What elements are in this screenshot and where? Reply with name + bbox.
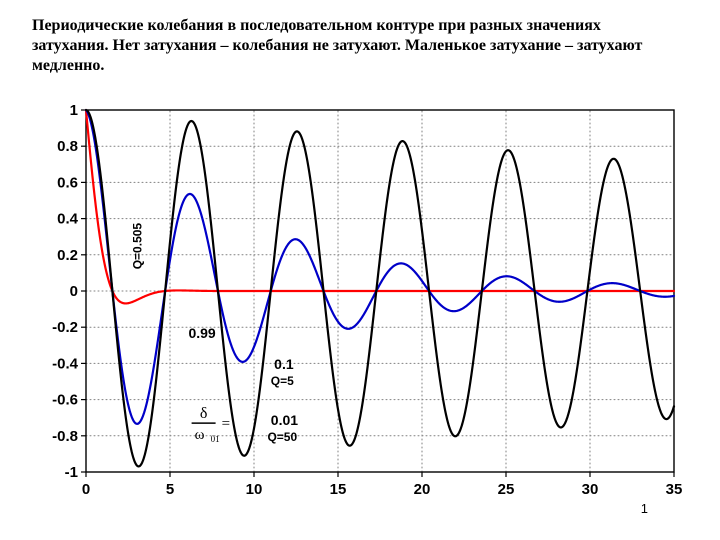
svg-text:0.4: 0.4 [57,211,79,228]
annotation: 0.1 [274,356,294,372]
svg-text:-0.6: -0.6 [52,392,78,409]
page-number: 1 [641,501,648,516]
svg-text:5: 5 [166,481,174,498]
svg-text:15: 15 [330,481,347,498]
svg-text:0.6: 0.6 [57,174,78,191]
svg-text:10: 10 [246,481,263,498]
svg-text:0.2: 0.2 [57,247,78,264]
svg-text:01: 01 [211,434,220,444]
oscillation-chart: 0 5 10 15 20 25 30 35 -1 -0.8 -0.6 -0.4 -0.2 0 0.2 0.4 0… [32,96,688,506]
svg-text:25: 25 [498,481,515,498]
svg-text:0: 0 [82,481,90,498]
svg-text:ω: ω [195,427,205,443]
page-title: Периодические колебания в последовательн… [32,16,680,76]
svg-text:-0.2: -0.2 [52,319,78,336]
svg-text:1: 1 [70,102,78,119]
annotation: Q=0.505 [130,223,144,270]
svg-text:=: = [222,416,230,432]
svg-text:0: 0 [70,283,78,300]
annotation: Q=50 [267,430,297,444]
annotation: Q=5 [271,374,294,388]
annotation: 0.01 [271,412,298,428]
svg-text:35: 35 [666,481,683,498]
page: Периодические колебания в последовательн… [0,0,720,540]
svg-text:30: 30 [582,481,599,498]
svg-text:-1: -1 [65,464,78,481]
svg-text:-0.8: -0.8 [52,428,78,445]
svg-text:-0.4: -0.4 [52,355,79,372]
chart-svg: 0 5 10 15 20 25 30 35 -1 -0.8 -0.6 -0.4 -0.2 0 0.2 0.4 0… [32,96,688,506]
annotation: 0.99 [188,325,215,341]
svg-text:20: 20 [414,481,431,498]
svg-text:δ: δ [200,405,208,422]
svg-text:0.8: 0.8 [57,138,78,155]
